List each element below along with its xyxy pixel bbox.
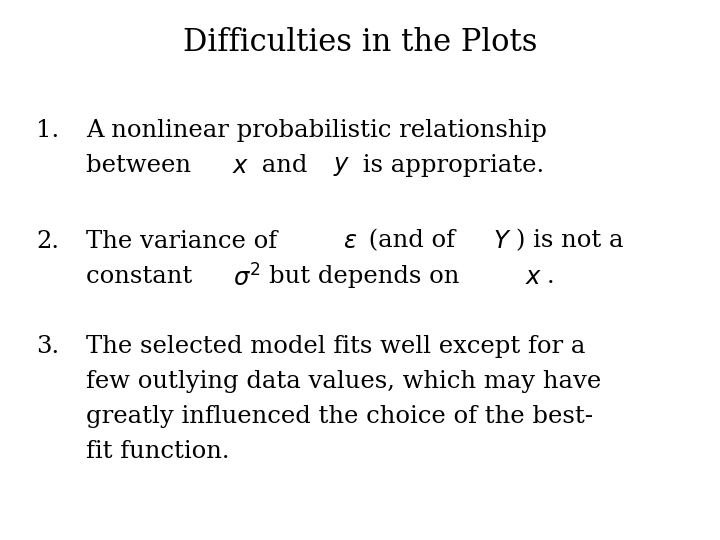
Text: fit function.: fit function. bbox=[86, 440, 230, 463]
Text: Difficulties in the Plots: Difficulties in the Plots bbox=[183, 27, 537, 58]
Text: $\sigma^2$: $\sigma^2$ bbox=[233, 265, 261, 292]
Text: 2.: 2. bbox=[36, 230, 59, 253]
Text: $x$: $x$ bbox=[525, 265, 542, 288]
Text: is appropriate.: is appropriate. bbox=[355, 154, 544, 177]
Text: .: . bbox=[547, 265, 554, 288]
Text: $\varepsilon$: $\varepsilon$ bbox=[343, 230, 357, 253]
Text: ) is not a: ) is not a bbox=[516, 230, 624, 253]
Text: (and of: (and of bbox=[361, 230, 463, 253]
Text: 1.: 1. bbox=[36, 119, 59, 142]
Text: 3.: 3. bbox=[36, 335, 59, 358]
Text: few outlying data values, which may have: few outlying data values, which may have bbox=[86, 370, 602, 393]
Text: $Y$: $Y$ bbox=[492, 230, 511, 253]
Text: greatly influenced the choice of the best-: greatly influenced the choice of the bes… bbox=[86, 405, 593, 428]
Text: between: between bbox=[86, 154, 199, 177]
Text: A nonlinear probabilistic relationship: A nonlinear probabilistic relationship bbox=[86, 119, 547, 142]
Text: constant: constant bbox=[86, 265, 200, 288]
Text: $y$: $y$ bbox=[333, 154, 350, 178]
Text: but depends on: but depends on bbox=[269, 265, 467, 288]
Text: The variance of: The variance of bbox=[86, 230, 285, 253]
Text: The selected model fits well except for a: The selected model fits well except for … bbox=[86, 335, 586, 358]
Text: and: and bbox=[254, 154, 315, 177]
Text: $x$: $x$ bbox=[232, 154, 249, 178]
